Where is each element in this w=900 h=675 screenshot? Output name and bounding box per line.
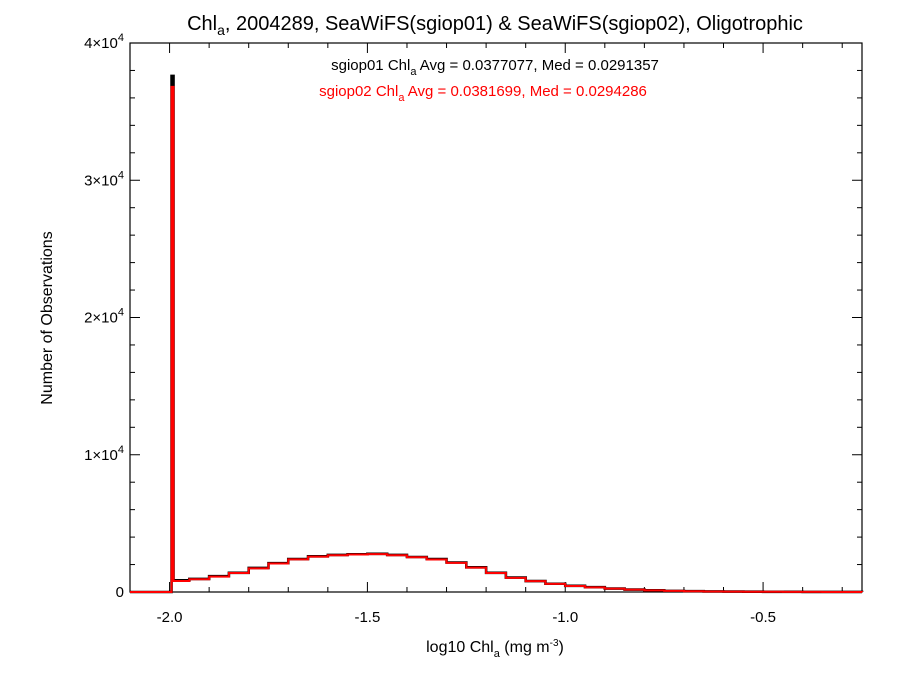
series-group [130, 74, 864, 594]
y-tick-label: 2×104 [84, 307, 124, 327]
chart-title: Chla, 2004289, SeaWiFS(sgiop01) & SeaWiF… [187, 13, 803, 38]
sgiop02-stats-annotation: sgiop02 Chla Avg = 0.0381699, Med = 0.02… [319, 83, 647, 104]
y-tick-label-base: 2×10 [84, 310, 118, 327]
y-tick-label-exponent: 4 [118, 32, 124, 44]
y-tick-label-exponent: 4 [118, 169, 124, 181]
y-tick-label-base: 3×10 [84, 172, 118, 189]
y-tick-label: 0 [116, 584, 124, 601]
x-tick-label: -0.5 [750, 609, 776, 626]
y-tick-label: 4×104 [84, 32, 124, 52]
y-tick-label-exponent: 4 [118, 444, 124, 456]
y-tick-label-exponent: 4 [118, 307, 124, 319]
x-tick-label: -1.5 [354, 609, 380, 626]
x-tick-label: -1.0 [552, 609, 578, 626]
sgiop01-stats-annotation: sgiop01 Chla Avg = 0.0377077, Med = 0.02… [331, 57, 659, 78]
y-axis-label: Number of Observations [39, 231, 56, 404]
x-axis-label: log10 Chla (mg m-3) [426, 638, 564, 660]
y-tick-label-base: 1×10 [84, 447, 118, 464]
x-axis-ticks: -2.0 -1.5 -1.0 -0.5 [129, 43, 843, 626]
sgiop02-series-line [130, 85, 863, 593]
x-tick-label: -2.0 [157, 609, 183, 626]
y-tick-label: 3×104 [84, 169, 124, 189]
y-tick-label-base: 0 [116, 584, 124, 601]
y-tick-label-base: 4×10 [84, 35, 118, 52]
y-tick-label: 1×104 [84, 444, 124, 464]
